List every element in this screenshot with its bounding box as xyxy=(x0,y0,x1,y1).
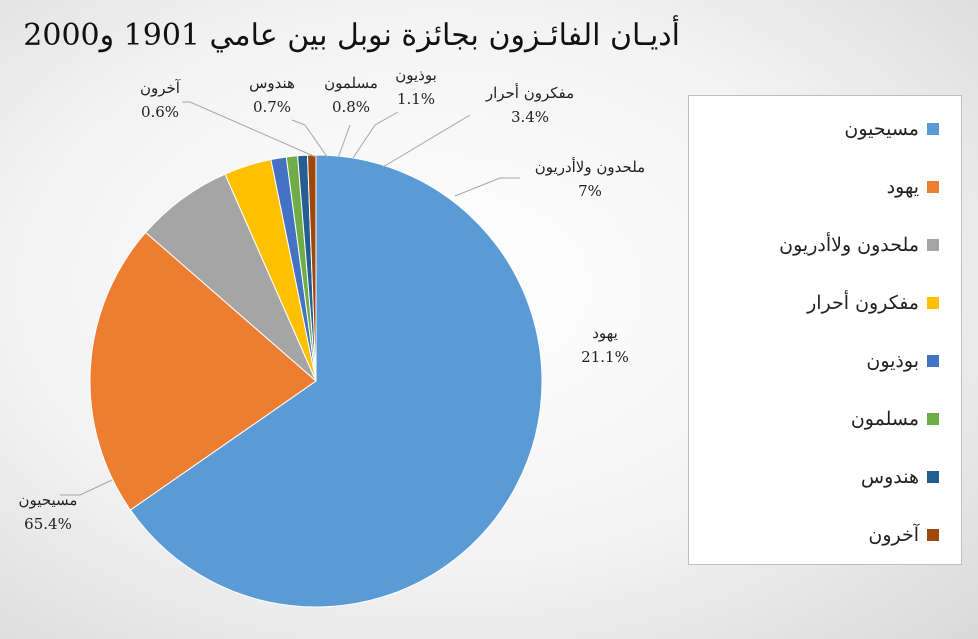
leader-line-1 xyxy=(60,479,113,496)
slice-label-value-5: 1.1% xyxy=(397,90,435,108)
legend-item-2: يهود xyxy=(887,176,939,198)
slice-label-value-4: 3.4% xyxy=(511,108,549,126)
slice-label-value-1: 65.4% xyxy=(24,515,72,533)
leader-line-5 xyxy=(352,111,399,159)
pie-slice-2 xyxy=(89,231,317,511)
slice-label-name-3: ملحدون ولاأدريون xyxy=(535,157,645,176)
slice-label-name-8: آخرون xyxy=(140,79,181,97)
legend-label-1: مسيحيون xyxy=(844,118,919,140)
legend-item-1: مسيحيون xyxy=(844,118,939,140)
legend-swatch-3 xyxy=(927,239,939,251)
legend-label-8: آخرون xyxy=(868,524,919,546)
legend-item-6: مسلمون xyxy=(851,408,939,430)
slice-label-name-6: مسلمون xyxy=(324,74,378,92)
legend-item-4: مفكرون أحرار xyxy=(807,292,939,314)
legend-item-5: بوذيون xyxy=(866,350,939,372)
slice-label-name-4: مفكرون أحرار xyxy=(485,83,574,102)
legend-label-3: ملحدون ولاأدريون xyxy=(779,234,919,256)
slice-label-value-6: 0.8% xyxy=(332,98,370,116)
leader-line-4 xyxy=(382,114,471,168)
legend-label-4: مفكرون أحرار xyxy=(807,292,919,314)
chart-title: أديـان الفائـزون بجائزة نوبل بين عامي 19… xyxy=(23,18,680,53)
legend-swatch-5 xyxy=(927,355,939,367)
leader-line-6 xyxy=(337,124,351,159)
legend-swatch-7 xyxy=(927,471,939,483)
legend-item-3: ملحدون ولاأدريون xyxy=(779,234,939,256)
leader-line-7 xyxy=(291,119,329,159)
slice-label-value-8: 0.6% xyxy=(141,103,179,121)
legend-label-2: يهود xyxy=(886,176,919,198)
slice-label-value-2: 21.1% xyxy=(581,348,629,366)
slice-label-name-5: بوذيون xyxy=(395,66,437,84)
slice-label-value-3: 7% xyxy=(578,182,602,200)
slice-label-value-7: 0.7% xyxy=(253,98,291,116)
leader-line-8 xyxy=(182,101,319,159)
legend-swatch-4 xyxy=(927,297,939,309)
legend-label-6: مسلمون xyxy=(850,408,919,430)
slice-label-name-1: مسيحيون xyxy=(19,491,78,509)
legend: مسيحيون يهود ملحدون ولاأدريون مفكرون أحرار ب… xyxy=(688,95,962,565)
pie-slice-1 xyxy=(129,154,543,608)
legend-item-7: هندوس xyxy=(861,466,939,488)
legend-swatch-8 xyxy=(927,529,939,541)
legend-label-5: بوذيون xyxy=(866,350,919,372)
slice-label-name-2: يهود xyxy=(592,324,618,342)
slice-label-name-7: هندوس xyxy=(249,74,295,92)
legend-label-7: هندوس xyxy=(860,466,919,488)
leader-line-3 xyxy=(454,177,520,197)
legend-swatch-6 xyxy=(927,413,939,425)
legend-item-8: آخرون xyxy=(868,524,939,546)
legend-swatch-2 xyxy=(927,181,939,193)
legend-swatch-1 xyxy=(927,123,939,135)
